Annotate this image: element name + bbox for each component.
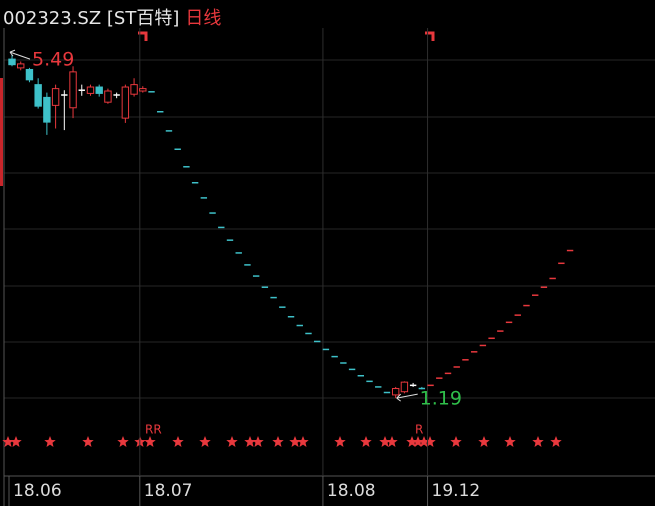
annotation: RR <box>145 423 162 437</box>
x-tick-label: 18.08 <box>327 481 376 501</box>
low-label: 1.19 <box>420 388 462 410</box>
candle-body <box>17 63 25 69</box>
candle-body <box>25 68 34 81</box>
side-bar <box>0 78 3 186</box>
candle-body <box>391 388 400 396</box>
x-tick-label: 18.06 <box>13 481 62 501</box>
stock-name: 002323.SZ [ST百特] <box>3 8 179 29</box>
candle-body <box>34 84 42 107</box>
pointer-head <box>9 49 16 57</box>
pointer <box>396 393 418 399</box>
period: 日线 <box>185 8 221 29</box>
candle-body <box>95 86 103 94</box>
pointer-head <box>396 393 402 402</box>
candle-body <box>69 71 77 109</box>
high-label: 5.49 <box>32 49 74 71</box>
h-grid <box>4 59 655 399</box>
corner-mark <box>138 31 148 41</box>
annotation: R <box>415 423 423 437</box>
candle-body <box>104 90 112 103</box>
candle-body <box>8 58 16 66</box>
x-tick-label: 19.12 <box>432 481 481 501</box>
candle-body <box>51 88 60 106</box>
candle-body <box>43 96 51 123</box>
candle-body <box>121 86 130 119</box>
candle-body <box>130 84 138 95</box>
candle-body <box>86 86 95 94</box>
x-tick-label: 18.07 <box>144 481 193 501</box>
candle-body <box>400 381 409 393</box>
pointer <box>9 51 31 60</box>
chart-title: 002323.SZ [ST百特] 日线 <box>3 8 221 29</box>
plot: 18.06 18.07 18.08 19.12 5.49 1.19 <box>8 28 574 506</box>
candle-body <box>139 88 147 92</box>
